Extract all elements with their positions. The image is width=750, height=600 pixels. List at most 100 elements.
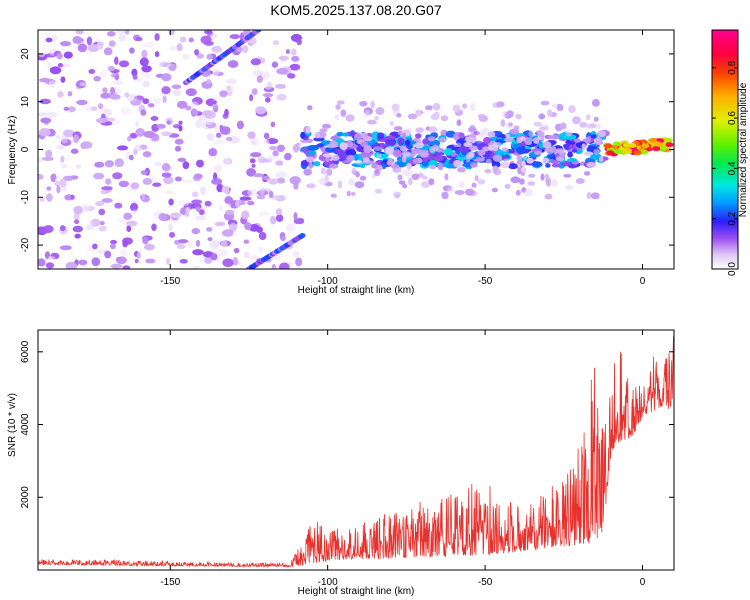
heatmap-cell [161, 131, 172, 137]
heatmap-cell [181, 179, 194, 184]
heatmap-cell [143, 130, 156, 138]
heatmap-cell [131, 68, 138, 77]
heatmap-cell [427, 136, 436, 142]
heatmap-cell [73, 212, 80, 221]
heatmap-cell [526, 157, 534, 164]
heatmap-cell [199, 186, 207, 196]
heatmap-cell [182, 53, 189, 60]
heatmap-cell [94, 161, 105, 168]
heatmap-cell [508, 163, 519, 170]
heatmap-cell [372, 146, 383, 151]
heatmap-cell [276, 68, 289, 75]
heatmap-cell [556, 103, 564, 112]
heatmap-cell [61, 134, 68, 144]
heatmap-cell [135, 120, 140, 127]
heatmap-cell [216, 249, 228, 257]
heatmap-cell [88, 69, 96, 74]
heatmap-cell [516, 146, 527, 155]
heatmap-cell [101, 198, 113, 203]
heatmap-cell [196, 53, 205, 59]
heatmap-cell [295, 257, 303, 267]
heatmap-cell [73, 134, 80, 144]
heatmap-cell [471, 182, 477, 188]
heatmap-cell [336, 100, 345, 105]
heatmap-cell [224, 108, 229, 117]
heatmap-cell [510, 176, 521, 184]
heatmap-cell [179, 258, 188, 264]
x-tick-label: -100 [318, 577, 338, 588]
heatmap-cell [664, 137, 673, 143]
heatmap-cell [129, 132, 138, 139]
heatmap-cell [381, 162, 387, 170]
heatmap-cell [546, 134, 560, 140]
heatmap-cell [374, 188, 383, 194]
heatmap-cell [250, 255, 258, 260]
heatmap-cell [236, 120, 244, 130]
heatmap-cell [581, 143, 587, 150]
heatmap-cell [126, 225, 132, 233]
heatmap-cell [542, 157, 550, 164]
y-tick-label: 6000 [20, 340, 31, 363]
heatmap-cell [303, 168, 312, 176]
heatmap-cell [60, 155, 65, 163]
heatmap-cell [247, 131, 256, 139]
heatmap-cell [132, 74, 138, 80]
heatmap-cell [258, 231, 267, 241]
heatmap-cell [596, 123, 602, 130]
heatmap-cell [241, 210, 250, 220]
heatmap-cell [540, 100, 550, 106]
heatmap-cell [204, 200, 212, 207]
heatmap-cell [248, 224, 260, 232]
heatmap-cell [346, 190, 351, 197]
colorbar: 0.0 0.2 0.4 0.6 0.8 Normalized spectral ampl… [711, 29, 749, 276]
heatmap-cell [251, 163, 256, 168]
heatmap-cell [214, 221, 226, 227]
heatmap-cell [229, 34, 241, 40]
heatmap-cell [292, 251, 300, 258]
heatmap-cell [456, 119, 462, 127]
x-tick-label: -100 [318, 276, 338, 287]
heatmap-cell [243, 239, 250, 244]
heatmap-cell [586, 136, 592, 144]
heatmap-cell [509, 128, 520, 135]
heatmap-cell [222, 258, 234, 268]
heatmap-cell [296, 38, 302, 46]
heatmap-cell [575, 178, 585, 184]
heatmap-cell [593, 116, 599, 122]
heatmap-cell [402, 169, 413, 177]
heatmap-cell [136, 251, 141, 260]
heatmap-cell [348, 178, 355, 186]
heatmap-cell [42, 156, 54, 161]
heatmap-cell [567, 151, 573, 158]
heatmap-cell [59, 245, 72, 251]
heatmap-cell [360, 151, 372, 159]
heatmap-cell [464, 188, 475, 196]
heatmap-cell [652, 146, 661, 152]
heatmap-cell [206, 53, 213, 60]
colorbar-tick-label: 0.6 [727, 111, 738, 125]
heatmap-cell [150, 116, 159, 121]
heatmap-cell [78, 259, 88, 266]
heatmap-cell [39, 98, 51, 105]
heatmap-cell [502, 147, 508, 152]
heatmap-cell [126, 220, 138, 227]
heatmap-cell [59, 40, 72, 47]
heatmap-cell [141, 192, 146, 200]
heatmap-cell [544, 173, 550, 180]
heatmap-cell [458, 132, 465, 139]
heatmap-cell [274, 83, 287, 89]
heatmap-cell [256, 195, 266, 200]
heatmap-cell [219, 205, 224, 211]
heatmap-cell [208, 148, 218, 157]
heatmap-cell [432, 102, 441, 111]
heatmap-cell [263, 132, 270, 140]
heatmap-cell [453, 142, 462, 148]
heatmap-cell [586, 191, 592, 200]
heatmap-cell [289, 176, 301, 185]
heatmap-cell [114, 86, 122, 94]
heatmap-cell [528, 130, 536, 138]
heatmap-cell [275, 171, 288, 179]
heatmap-cell [384, 135, 397, 140]
snr-frame [37, 329, 675, 571]
